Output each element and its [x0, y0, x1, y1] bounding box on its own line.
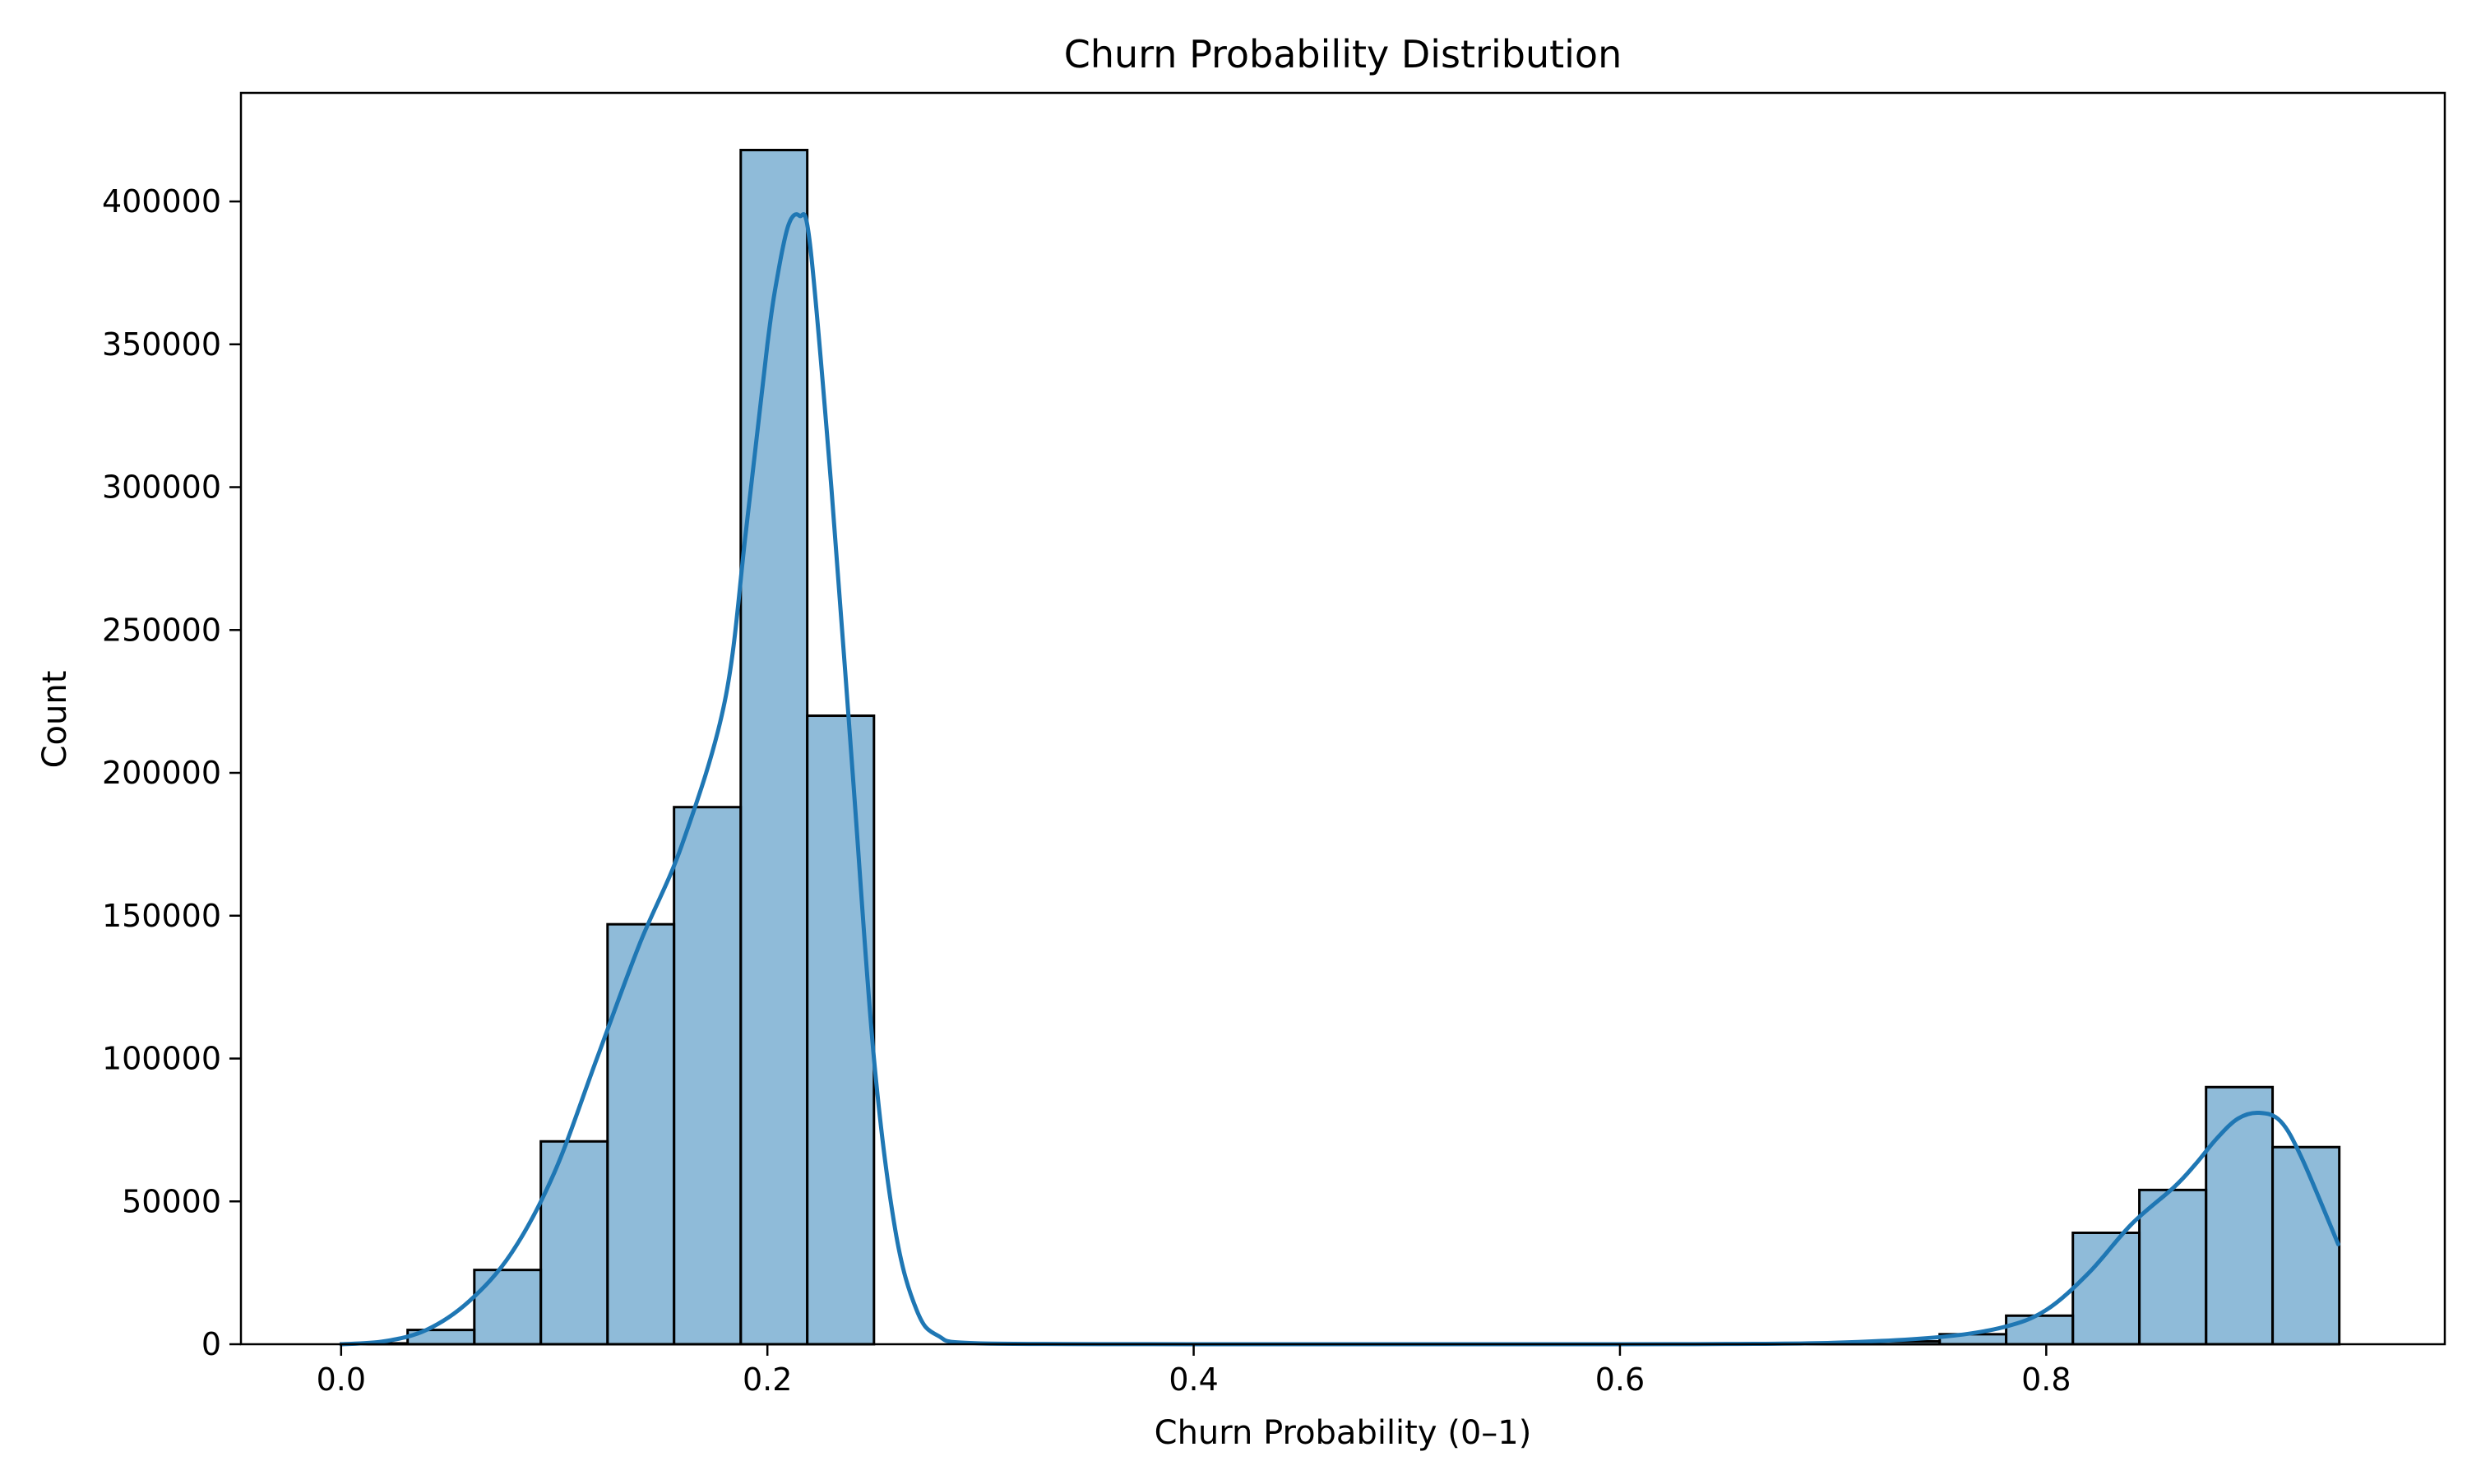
y-tick-label-2: 100000 [102, 1041, 221, 1077]
histogram-bar-7 [806, 714, 876, 1346]
y-tick-label-7: 350000 [102, 326, 221, 363]
x-tick-label-0: 0.0 [317, 1361, 366, 1398]
histogram-bars [340, 148, 2341, 1346]
histogram-bar-26 [2071, 1231, 2141, 1346]
y-tick-label-6: 300000 [102, 469, 221, 506]
y-tick-label-0: 0 [201, 1326, 221, 1362]
histogram-bar-3 [539, 1140, 609, 1346]
y-axis-label: Count [36, 671, 74, 769]
y-tick-label-3: 150000 [102, 898, 221, 934]
y-tick-label-1: 50000 [122, 1183, 221, 1219]
histogram-bar-2 [473, 1269, 543, 1346]
histogram-bar-27 [2138, 1188, 2208, 1346]
kde-layer [339, 212, 2340, 1347]
histogram-bar-25 [2005, 1314, 2075, 1346]
histogram-bar-6 [739, 148, 809, 1346]
x-tick-label-2: 0.4 [1169, 1361, 1218, 1398]
chart-title: Churn Probability Distribution [1064, 32, 1622, 76]
histogram-bar-5 [673, 806, 743, 1346]
y-tick-label-8: 400000 [102, 183, 221, 220]
x-axis-label: Churn Probability (0–1) [1155, 1414, 1532, 1452]
y-tick-label-4: 200000 [102, 755, 221, 791]
histogram-bar-29 [2271, 1145, 2341, 1346]
y-axis-ticks: 0 50000 100000 150000 200000 250000 300000 3500… [102, 183, 241, 1362]
x-tick-label-4: 0.8 [2021, 1361, 2071, 1398]
y-tick-label-5: 250000 [102, 612, 221, 648]
kde-curve [339, 212, 2340, 1347]
histogram-bar-4 [606, 922, 676, 1346]
x-tick-label-3: 0.6 [1595, 1361, 1645, 1398]
plot-frame [239, 91, 2446, 1346]
histogram-bar-28 [2205, 1085, 2275, 1346]
x-tick-label-1: 0.2 [743, 1361, 792, 1398]
x-axis-ticks: 0.0 0.2 0.4 0.6 0.8 [317, 1344, 2071, 1398]
